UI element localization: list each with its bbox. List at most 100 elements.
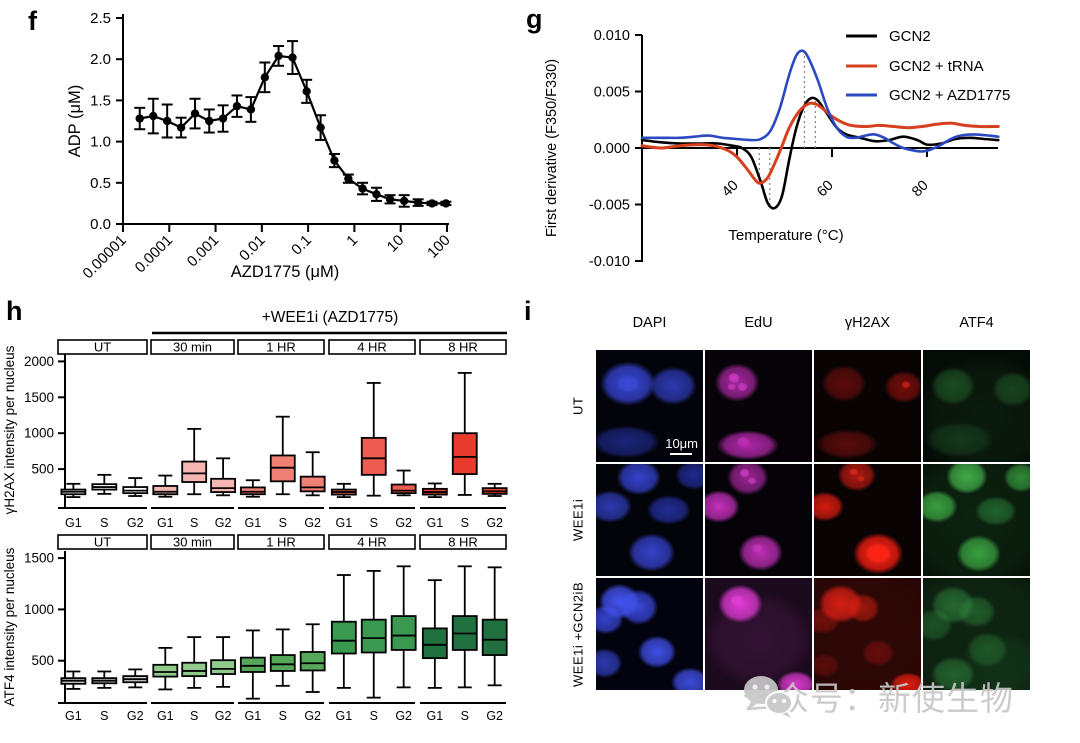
h-box [181,460,208,483]
h-category-label: G2 [215,709,232,723]
h-box [210,477,237,493]
f-x-axis-title: AZD1775 (μM) [231,263,340,281]
h-category-label: G2 [486,516,503,530]
h-category-label: G2 [127,516,144,530]
h-box [360,436,387,476]
h-box [181,661,208,677]
wechat-icon [744,676,793,718]
h-condition-box [419,534,507,550]
f-data-point [316,123,325,132]
h-category-label: S [461,516,469,530]
h-category-label: S [370,709,378,723]
h-box [390,615,417,651]
micro-cell-WEE1i-ATF4 [923,464,1030,576]
f-data-point [399,196,409,206]
h-condition-label: 1 HR [266,340,296,355]
f-data-point [135,114,144,123]
h-box [299,475,326,493]
f-data-point [330,156,339,165]
h-box [210,659,237,675]
h-category-label: S [461,709,469,723]
micro-cell-UT-DAPI: 10μm [596,350,703,462]
f-x-tick-label: 1 [343,232,361,250]
h-y-axis-title: γH2AX intensity per nucleus [2,345,17,514]
f-y-tick-label: 1.0 [90,134,111,151]
h-condition-box [57,339,148,355]
h-category-label: G2 [127,709,144,723]
h-group-header-title: +WEE1i (AZD1775) [262,309,399,326]
h-y-axis-title: ATF4 intensity per nucleus [2,547,17,706]
h-box [451,432,478,476]
h-box [299,651,326,672]
h-category-label: G1 [426,709,443,723]
h-category-label: S [279,709,287,723]
h-category-label: S [100,516,108,530]
f-y-tick-label: 2.0 [90,51,111,68]
h-category-label: G1 [157,516,174,530]
h-category-label: G2 [486,709,503,723]
g-y-tick-label: -0.010 [589,254,630,270]
h-condition-box [150,534,235,550]
h-condition-label: UT [94,535,111,550]
f-y-tick-label: 1.5 [90,92,111,109]
h-y-tick-label: 1000 [24,426,54,441]
h-y-tick-label: 1000 [24,602,54,617]
f-data-point [149,111,158,121]
g-x-tick-label: 80 [909,178,932,201]
gh2ax-boxplot: +WEE1i (AZD1775) 500 1000 1500 2000 γH2AX int… [2,309,508,530]
h-y-tick-label: 500 [31,653,54,668]
h-box [360,618,387,654]
watermark: 公众号：新使生物 [742,672,1014,720]
h-condition-label: UT [94,340,111,355]
f-data-point [302,87,311,96]
f-data-point [274,51,283,61]
h-condition-label: 30 min [173,535,212,550]
h-category-label: G2 [395,709,412,723]
micro-cell-WEE1i-+GCN2iB-DAPI [596,578,703,690]
f-data-point [162,116,172,126]
f-data-point [260,73,270,82]
f-y-tick-label: 0.5 [90,175,111,192]
h-condition-label: 4 HR [357,535,387,550]
g-curve-GCN2-AZD1775 [640,49,1000,153]
g-y-tick-label: 0.010 [594,28,630,44]
h-box [390,483,417,495]
h-category-label: G1 [65,709,82,723]
h-box [330,620,357,655]
h-box [421,627,448,660]
h-box [152,485,179,496]
panel-letter-i: i [524,296,532,326]
micro-cell-WEE1i-EdU [705,464,812,576]
h-condition-label: 8 HR [448,340,478,355]
f-data-point [232,101,242,111]
h-category-label: S [370,516,378,530]
scale-bar [670,452,692,455]
h-y-tick-label: 1500 [24,551,54,566]
h-y-tick-label: 1500 [24,390,54,405]
f-data-point [344,174,353,183]
micro-cell-WEE1i-γH2AX [814,464,921,576]
f-data-point [288,53,297,62]
h-box [239,656,266,673]
micro-cell-WEE1i-+GCN2iB-γH2AX [814,578,921,690]
micro-cell-UT-γH2AX [814,350,921,462]
h-category-label: G1 [335,709,352,723]
f-y-tick-label: 0.0 [90,216,111,233]
f-data-point [413,198,423,207]
scale-bar-label: 10μm [665,436,698,451]
f-data-point [427,199,437,208]
g-legend-label: GCN2 + AZD1775 [889,87,1010,104]
h-category-label: S [279,516,287,530]
h-category-label: G1 [65,516,82,530]
micro-cell-WEE1i-+GCN2iB-EdU [705,578,812,690]
f-y-tick-label: 2.5 [90,10,111,27]
f-x-tick-label: 10 [384,232,408,256]
f-x-tick-label: 0.01 [236,232,269,265]
f-x-tick-label: 0.00001 [79,232,129,282]
h-condition-box [328,339,416,355]
f-data-point [218,114,228,123]
h-category-label: G1 [244,709,261,723]
micro-cell-WEE1i-DAPI [596,464,703,576]
f-data-point [205,116,214,126]
